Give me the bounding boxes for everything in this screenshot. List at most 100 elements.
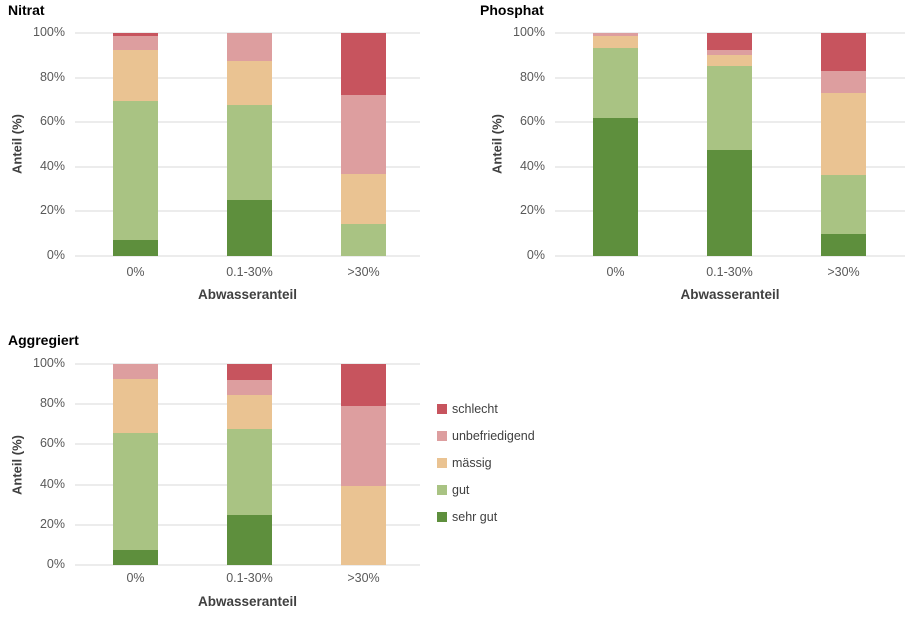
y-tick-label: 20% bbox=[39, 203, 65, 218]
bar-segment-gut bbox=[341, 223, 386, 256]
y-tick-label: 20% bbox=[39, 516, 65, 531]
y-axis: 0% 20% 40% 60% 80% 100% bbox=[0, 25, 65, 262]
bar-segment-sehr-gut bbox=[707, 150, 752, 256]
x-axis-title: Abwasseranteil bbox=[680, 287, 780, 302]
stacked-bar bbox=[113, 364, 158, 565]
y-tick-label: 60% bbox=[519, 114, 545, 129]
x-axis-labels: 0% 0.1-30% >30% bbox=[75, 265, 420, 281]
legend-label: sehr gut bbox=[452, 510, 498, 524]
gridline bbox=[75, 564, 420, 566]
y-tick-label: 40% bbox=[519, 158, 545, 173]
x-tick-label: 0.1-30% bbox=[226, 265, 273, 279]
y-axis: 0% 20% 40% 60% 80% 100% bbox=[455, 25, 545, 262]
bar-segment-schlecht bbox=[227, 364, 272, 381]
x-axis-title: Abwasseranteil bbox=[197, 594, 298, 609]
bar-segment-schlecht bbox=[113, 33, 158, 37]
bar-segment-gut bbox=[113, 101, 158, 241]
bar-segment-unbefriedigend bbox=[341, 406, 386, 486]
bar-segment-sehr-gut bbox=[113, 240, 158, 256]
bar-segment-schlecht bbox=[821, 33, 866, 71]
x-tick-label: >30% bbox=[347, 265, 380, 279]
bar-segment-gut bbox=[707, 66, 752, 151]
legend-label: schlecht bbox=[452, 402, 498, 416]
x-tick-label: 0% bbox=[606, 265, 625, 279]
gridline bbox=[75, 255, 420, 257]
bar-segment-sehr-gut bbox=[113, 549, 158, 565]
bar-segment-unbefriedigend bbox=[113, 36, 158, 50]
y-tick-label: 80% bbox=[39, 396, 65, 411]
bar-segment-sehr-gut bbox=[821, 233, 866, 256]
bar-segment-unbefriedigend bbox=[593, 33, 638, 37]
y-axis: 0% 20% 40% 60% 80% 100% bbox=[0, 356, 65, 571]
stacked-bar bbox=[227, 364, 272, 565]
x-tick-label: 0.1-30% bbox=[226, 571, 273, 585]
stacked-bar bbox=[593, 33, 638, 256]
bar-segment-unbefriedigend bbox=[113, 364, 158, 380]
bar-segment-schlecht bbox=[707, 33, 752, 50]
y-tick-label: 0% bbox=[526, 248, 545, 262]
y-tick-label: 60% bbox=[39, 436, 65, 451]
bar-segment-mässig bbox=[707, 55, 752, 67]
x-tick-label: 0% bbox=[126, 265, 145, 279]
y-tick-label: 40% bbox=[39, 476, 65, 491]
x-axis-title: Abwasseranteil bbox=[197, 287, 298, 302]
bar-segment-mässig bbox=[113, 379, 158, 434]
plot-area bbox=[555, 32, 905, 257]
gridline bbox=[555, 255, 905, 257]
legend-label: unbefriedigend bbox=[452, 429, 535, 443]
bar-segment-sehr-gut bbox=[227, 514, 272, 565]
chart-aggregiert: Aggregiert Anteil (%) 0% 20% 40% 60% 80% 100%… bbox=[0, 330, 455, 622]
bar-segment-unbefriedigend bbox=[707, 49, 752, 56]
x-tick-label: >30% bbox=[347, 571, 380, 585]
y-tick-label: 20% bbox=[519, 203, 545, 218]
bar-segment-mässig bbox=[341, 485, 386, 565]
legend: schlecht unbefriedigend mässig gut sehr gut bbox=[437, 402, 535, 524]
y-tick-label: 100% bbox=[33, 356, 65, 370]
legend-swatch bbox=[437, 458, 447, 468]
stacked-bar bbox=[227, 33, 272, 256]
x-axis-labels: 0% 0.1-30% >30% bbox=[555, 265, 905, 281]
legend-label: mässig bbox=[452, 456, 492, 470]
gridline bbox=[75, 363, 420, 365]
chart-title: Phosphat bbox=[480, 2, 544, 18]
plot-area bbox=[75, 32, 420, 257]
bar-segment-gut bbox=[227, 105, 272, 201]
legend-item-mässig: mässig bbox=[437, 456, 535, 470]
chart-title: Nitrat bbox=[8, 2, 45, 18]
bar-segment-mässig bbox=[341, 173, 386, 224]
bar-segment-mässig bbox=[593, 36, 638, 48]
stacked-bar bbox=[707, 33, 752, 256]
y-tick-label: 80% bbox=[519, 69, 545, 84]
legend-swatch bbox=[437, 404, 447, 414]
stacked-bar bbox=[113, 33, 158, 256]
bar-segment-mässig bbox=[113, 49, 158, 102]
stacked-bar bbox=[821, 33, 866, 256]
bar-segment-mässig bbox=[821, 93, 866, 175]
x-tick-label: 0.1-30% bbox=[706, 265, 753, 279]
x-tick-label: >30% bbox=[827, 265, 860, 279]
y-tick-label: 100% bbox=[513, 25, 545, 39]
legend-label: gut bbox=[452, 483, 470, 497]
bar-segment-unbefriedigend bbox=[341, 95, 386, 174]
legend-swatch bbox=[437, 431, 447, 441]
legend-item-schlecht: schlecht bbox=[437, 402, 535, 416]
bar-segment-sehr-gut bbox=[593, 117, 638, 256]
chart-nitrat: Nitrat Anteil (%) 0% 20% 40% 60% 80% 100% 0% 0… bbox=[0, 0, 455, 310]
bar-segment-gut bbox=[113, 433, 158, 550]
plot-area bbox=[75, 363, 420, 566]
chart-phosphat: Phosphat Anteil (%) 0% 20% 40% 60% 80% 100% 0… bbox=[455, 0, 915, 310]
legend-item-gut: gut bbox=[437, 483, 535, 497]
stacked-bar bbox=[341, 33, 386, 256]
y-tick-label: 80% bbox=[39, 69, 65, 84]
x-tick-label: 0% bbox=[126, 571, 145, 585]
legend-item-sehr-gut: sehr gut bbox=[437, 510, 535, 524]
gridline bbox=[75, 32, 420, 34]
y-tick-label: 100% bbox=[33, 25, 65, 39]
y-tick-label: 0% bbox=[46, 557, 65, 571]
bar-segment-unbefriedigend bbox=[821, 70, 866, 94]
chart-title: Aggregiert bbox=[8, 332, 79, 348]
bar-segment-gut bbox=[227, 429, 272, 515]
y-tick-label: 0% bbox=[46, 248, 65, 262]
bar-segment-mässig bbox=[227, 395, 272, 430]
